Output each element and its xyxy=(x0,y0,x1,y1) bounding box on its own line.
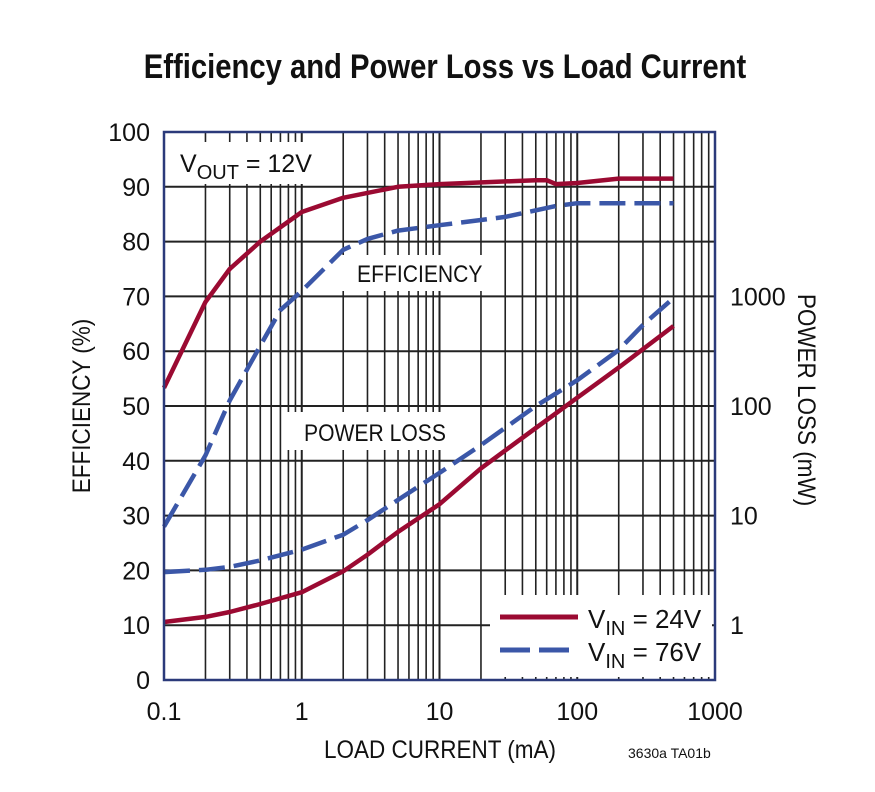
y2-tick-label: 100 xyxy=(730,393,772,421)
y-tick-label: 40 xyxy=(122,448,150,476)
y-tick-label: 80 xyxy=(122,229,150,257)
vout-annotation: VOUT = 12V xyxy=(180,150,312,184)
x-axis-label: LOAD CURRENT (mA) xyxy=(324,736,556,764)
legend-label-24v: VIN = 24V xyxy=(588,604,702,640)
y2-tick-label: 1 xyxy=(730,612,744,640)
y-tick-label: 20 xyxy=(122,557,150,585)
x-tick-label: 1 xyxy=(295,698,309,726)
x-tick-label: 1000 xyxy=(687,698,743,726)
series-line-0 xyxy=(161,176,674,389)
y-tick-label: 0 xyxy=(136,667,150,695)
y-tick-label: 100 xyxy=(108,119,150,147)
plot-frame xyxy=(162,130,717,682)
efficiency-annotation: EFFICIENCY xyxy=(357,261,482,288)
y-tick-label: 60 xyxy=(122,338,150,366)
y-tick-label: 30 xyxy=(122,503,150,531)
x-tick-label: 10 xyxy=(426,698,454,726)
y-axis-label: EFFICIENCY (%) xyxy=(68,319,96,493)
x-tick-label: 100 xyxy=(556,698,598,726)
x-tick-label: 0.1 xyxy=(147,698,182,726)
tick-labels: 0.1 1 10 100 1000010203040506070809010011010… xyxy=(108,119,785,726)
figure-id: 3630a TA01b xyxy=(628,745,711,761)
power-loss-annotation: POWER LOSS xyxy=(304,420,446,447)
chart-title: Efficiency and Power Loss vs Load Curren… xyxy=(144,47,747,86)
series-lines xyxy=(161,176,675,625)
legend-label-76v: VIN = 76V xyxy=(588,637,702,673)
y2-tick-label: 1000 xyxy=(730,283,786,311)
y-tick-label: 70 xyxy=(122,283,150,311)
annotation-labels: VOUT = 12V EFFICIENCY POWER LOSS xyxy=(172,142,501,450)
series-line-3 xyxy=(163,296,675,575)
y-tick-label: 90 xyxy=(122,174,150,202)
y-tick-label: 10 xyxy=(122,612,150,640)
series-line-1 xyxy=(162,200,674,528)
y2-tick-label: 10 xyxy=(730,503,758,531)
y-tick-label: 50 xyxy=(122,393,150,421)
series-line-2 xyxy=(163,324,675,625)
legend: VIN = 24V VIN = 76V xyxy=(490,595,712,677)
y2-axis-label: POWER LOSS (mW) xyxy=(792,294,820,506)
